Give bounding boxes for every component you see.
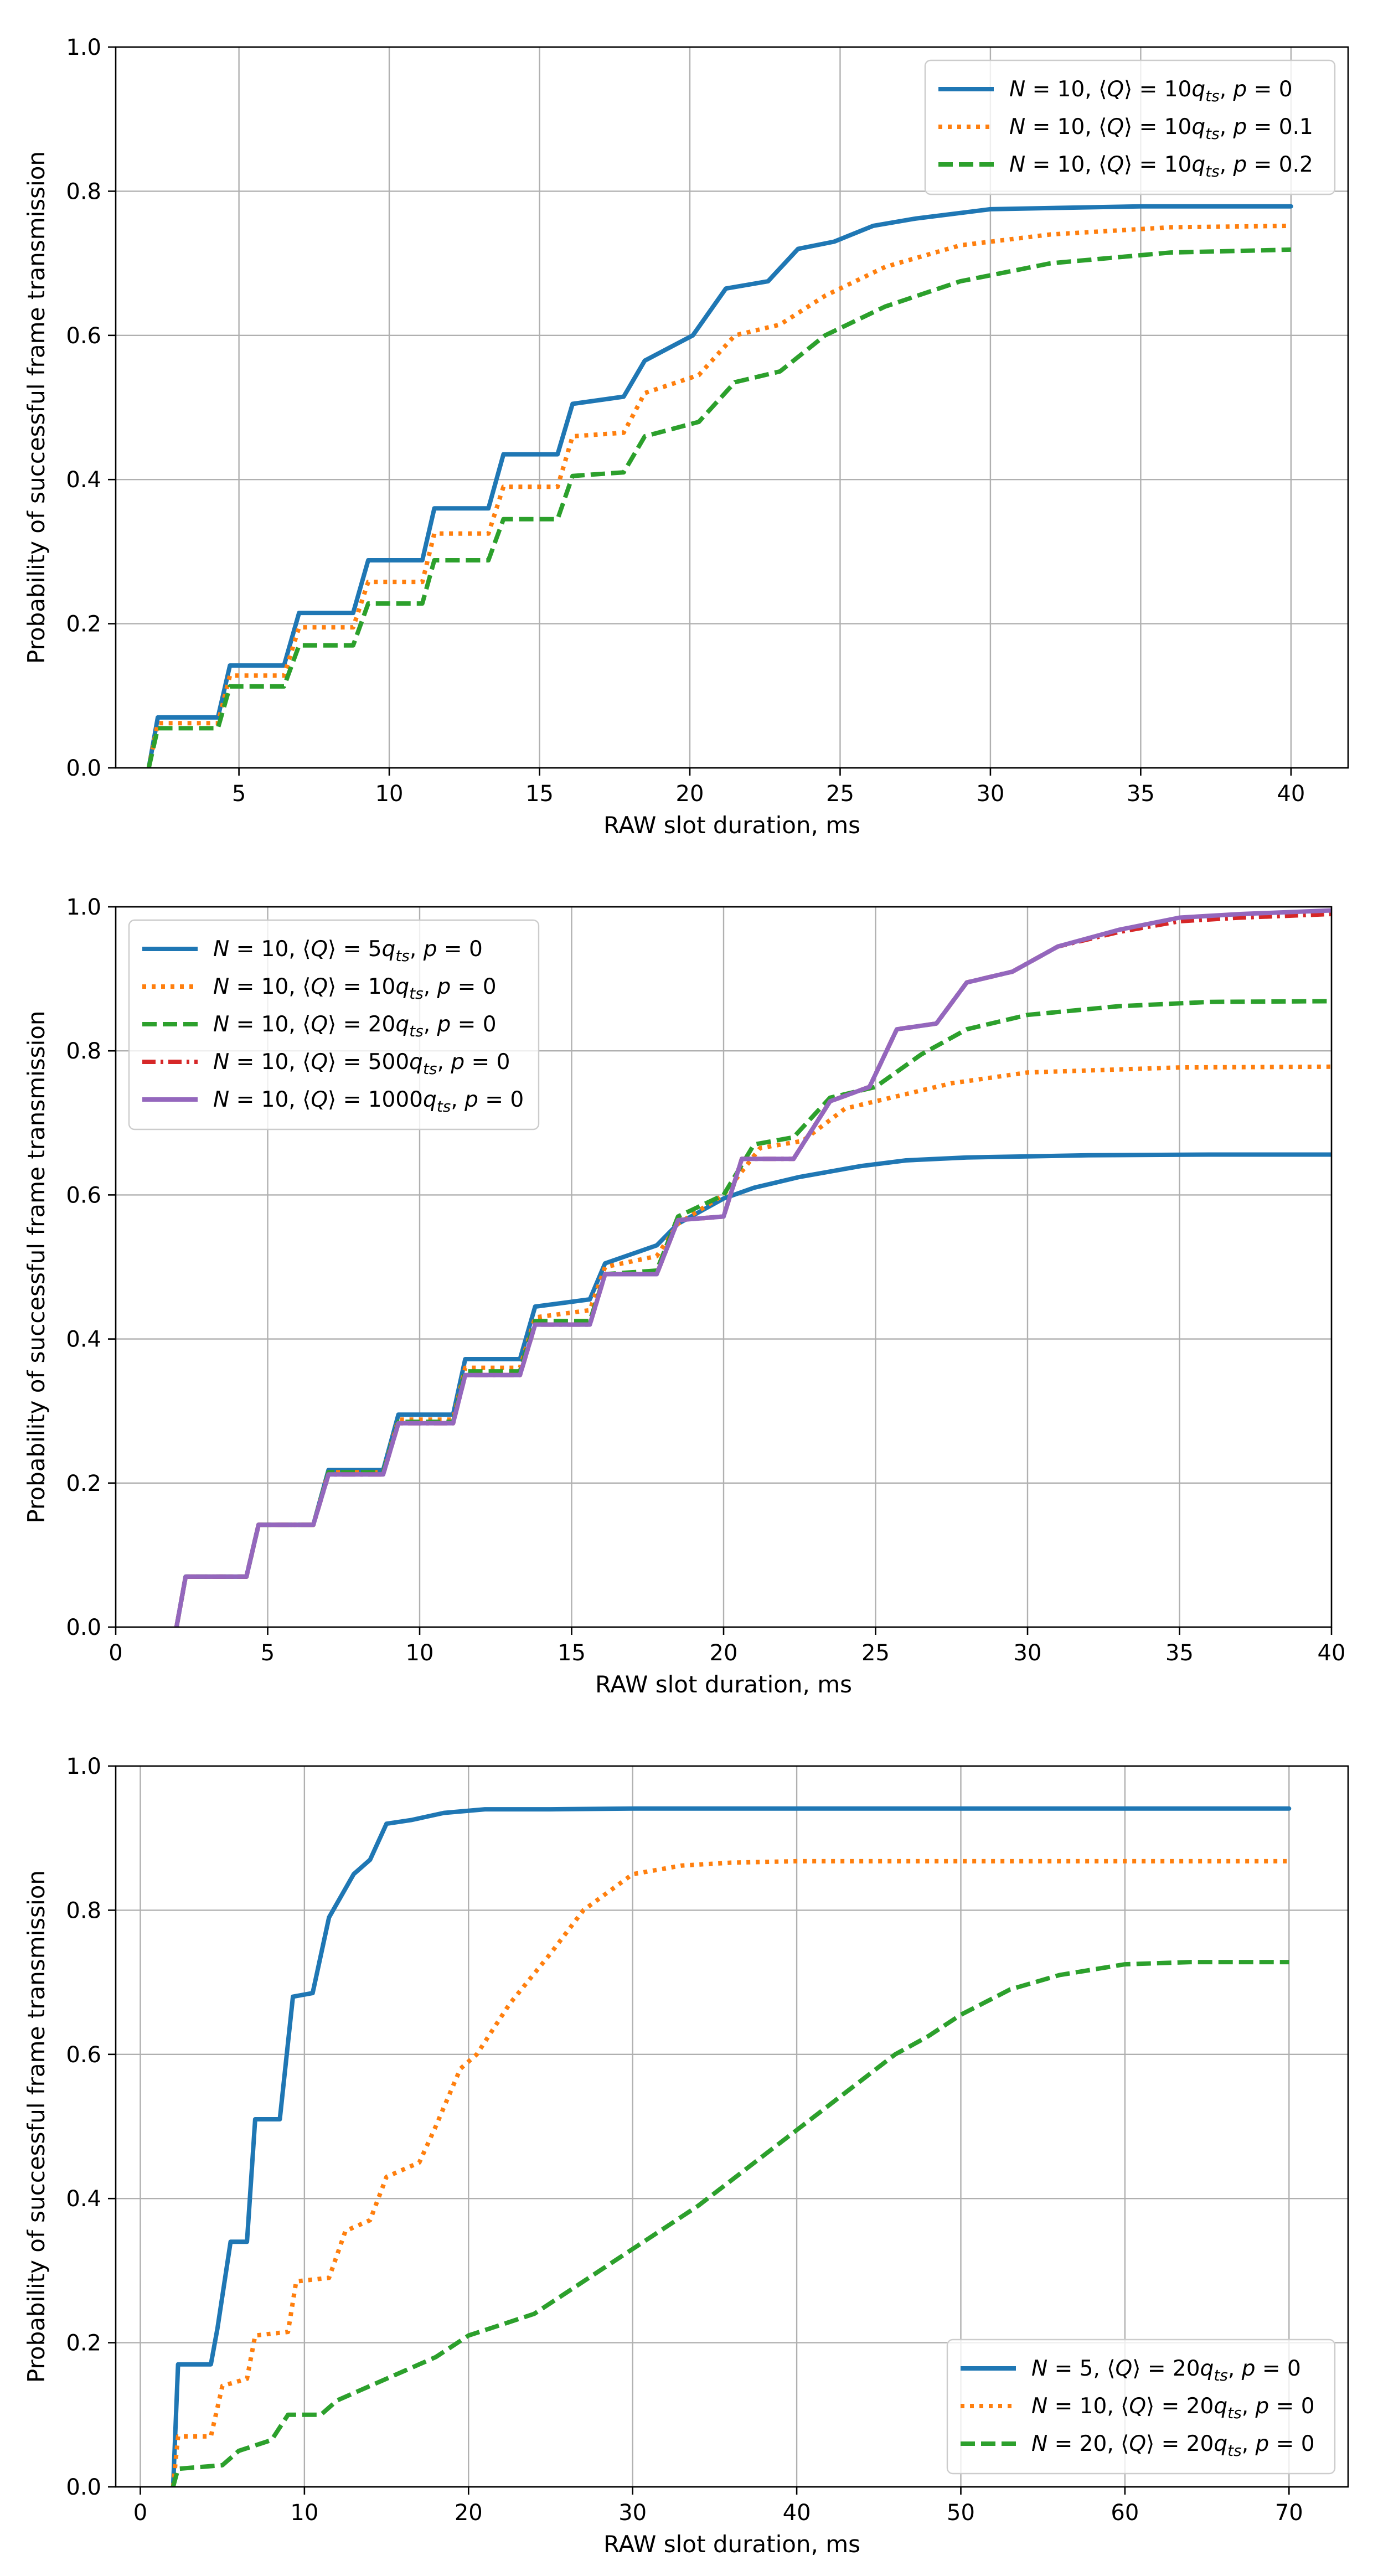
chart-1-ytick-label-1: 0.2: [66, 612, 101, 637]
chart-1-axes-frame: [115, 46, 1349, 769]
chart-3-ytick-label-5: 1.0: [66, 1754, 101, 1779]
chart-2-legend: N = 10, ⟨Q⟩ = 5qts, p = 0 N = 10, ⟨Q⟩ = 1…: [128, 919, 540, 1130]
chart-1-legend-label-2: N = 10, ⟨Q⟩ = 10qts, p = 0.1: [1009, 115, 1313, 143]
chart-3-n-variation: 0 10 20 30 40 50 60 70 0.0 0.2 0.4 0.6 0.8 1.0 RAW slo…: [23, 1754, 1349, 2558]
chart-3-xtick-label-2: 20: [455, 2500, 483, 2526]
chart-3-legend-label-1: N = 5, ⟨Q⟩ = 20qts, p = 0: [1031, 2356, 1301, 2384]
chart-3-xtick-label-1: 10: [290, 2500, 318, 2526]
chart-1-ylabel: Probability of successful frame transmis…: [23, 151, 50, 664]
chart-2-ytick-label-3: 0.6: [66, 1183, 101, 1208]
chart-3-xtick-label-4: 40: [783, 2500, 811, 2526]
chart-3-legend-label-3: N = 20, ⟨Q⟩ = 20qts, p = 0: [1031, 2432, 1315, 2460]
chart-3-ytick-label-1: 0.2: [66, 2331, 101, 2356]
chart-2-legend-label-5: N = 10, ⟨Q⟩ = 1000qts, p = 0: [213, 1087, 524, 1116]
chart-3-series-1-line: [171, 1806, 1292, 2487]
chart-2-legend-label-3: N = 10, ⟨Q⟩ = 20qts, p = 0: [213, 1012, 497, 1040]
chart-2-ylabel: Probability of successful frame transmis…: [23, 1010, 50, 1523]
chart-1-ytick-label-2: 0.4: [66, 467, 101, 493]
chart-2-xtick-label-0: 0: [109, 1640, 122, 1666]
chart-2-queue-variation: 0 5 10 15 20 25 30 35 40 0.0 0.2 0.4 0.6 0.8 1.0 RAW sl…: [23, 895, 1345, 1698]
chart-2-ytick-label-1: 0.2: [66, 1471, 101, 1496]
chart-1-series-1-line: [146, 204, 1293, 768]
chart-3-legend: N = 5, ⟨Q⟩ = 20qts, p = 0 N = 10, ⟨Q⟩ = 2…: [946, 2338, 1336, 2475]
chart-3-xtick-label-6: 60: [1111, 2500, 1139, 2526]
chart-2-xtick-label-7: 35: [1165, 1640, 1194, 1666]
chart-1-ytick-label-3: 0.6: [66, 323, 101, 349]
chart-2-legend-label-1: N = 10, ⟨Q⟩ = 5qts, p = 0: [213, 937, 483, 965]
chart-3-ytick-label-0: 0.0: [66, 2475, 101, 2500]
chart-3-ytick-label-3: 0.6: [66, 2042, 101, 2068]
chart-2-xtick-label-6: 30: [1014, 1640, 1042, 1666]
chart-3-series-3-line: [171, 1960, 1289, 2487]
chart-2-xtick-label-5: 25: [861, 1640, 890, 1666]
chart-1-xtick-label-5: 30: [976, 781, 1004, 807]
chart-2-legend-box: [128, 919, 540, 1130]
chart-1-ytick-label-0: 0.0: [66, 756, 101, 781]
chart-2-xtick-label-1: 5: [261, 1640, 275, 1666]
chart-2-ytick-label-2: 0.4: [66, 1327, 101, 1352]
chart-1-xtick-label-1: 10: [375, 781, 404, 807]
chart-2-xtick-label-4: 20: [710, 1640, 738, 1666]
chart-1-xlabel: RAW slot duration, ms: [603, 812, 860, 839]
chart-2-ytick-label-4: 0.8: [66, 1039, 101, 1064]
chart-3-ytick-label-4: 0.8: [66, 1898, 101, 1923]
chart-1-legend-box: [924, 59, 1336, 195]
chart-3-legend-box: [946, 2338, 1336, 2475]
chart-3-ylabel: Probability of successful frame transmis…: [23, 1870, 50, 2383]
chart-3-xlabel: RAW slot duration, ms: [603, 2531, 860, 2558]
chart-3-xtick-label-7: 70: [1275, 2500, 1303, 2526]
chart-3-xtick-label-0: 0: [133, 2500, 147, 2526]
chart-2-xlabel: RAW slot duration, ms: [595, 1671, 852, 1698]
chart-3-legend-label-2: N = 10, ⟨Q⟩ = 20qts, p = 0: [1031, 2394, 1315, 2422]
chart-1-xtick-label-2: 15: [525, 781, 554, 807]
chart-1-legend: N = 10, ⟨Q⟩ = 10qts, p = 0 N = 10, ⟨Q⟩ = …: [924, 59, 1336, 195]
chart-2-legend-label-2: N = 10, ⟨Q⟩ = 10qts, p = 0: [213, 974, 497, 1003]
chart-1-series-3-line: [146, 247, 1291, 768]
chart-2-xtick-label-3: 15: [558, 1640, 586, 1666]
chart-2-xtick-label-8: 40: [1318, 1640, 1346, 1666]
chart-2-xtick-label-2: 10: [406, 1640, 434, 1666]
chart-3-ytick-label-2: 0.4: [66, 2186, 101, 2212]
chart-2-ytick-label-0: 0.0: [66, 1615, 101, 1640]
chart-1-ytick-label-4: 0.8: [66, 179, 101, 204]
chart-2-legend-label-4: N = 10, ⟨Q⟩ = 500qts, p = 0: [213, 1050, 510, 1078]
chart-1-legend-label-1: N = 10, ⟨Q⟩ = 10qts, p = 0: [1009, 77, 1293, 105]
chart-1-xtick-label-4: 25: [826, 781, 854, 807]
chart-1-series-2-line: [146, 223, 1291, 768]
chart-1-legend-label-3: N = 10, ⟨Q⟩ = 10qts, p = 0.2: [1009, 152, 1313, 180]
chart-1-xtick-label-7: 40: [1277, 781, 1305, 807]
chart-1-ytick-label-5: 1.0: [66, 35, 101, 60]
chart-3-axes-frame: [115, 1765, 1349, 2488]
chart-3-xtick-label-3: 30: [618, 2500, 647, 2526]
chart-3-xtick-label-5: 50: [947, 2500, 975, 2526]
chart-1-xtick-label-3: 20: [676, 781, 704, 807]
chart-1-xtick-label-6: 35: [1127, 781, 1155, 807]
chart-2-ytick-label-5: 1.0: [66, 895, 101, 920]
chart-1-p-variation: 5 10 15 20 25 30 35 40 0.0 0.2 0.4 0.6 0.8 1.0 RAW slo…: [23, 35, 1349, 839]
chart-1-xtick-label-0: 5: [232, 781, 246, 807]
chart-3-series-2-line: [171, 1859, 1289, 2487]
chart-2-series-5-line: [174, 908, 1331, 1627]
